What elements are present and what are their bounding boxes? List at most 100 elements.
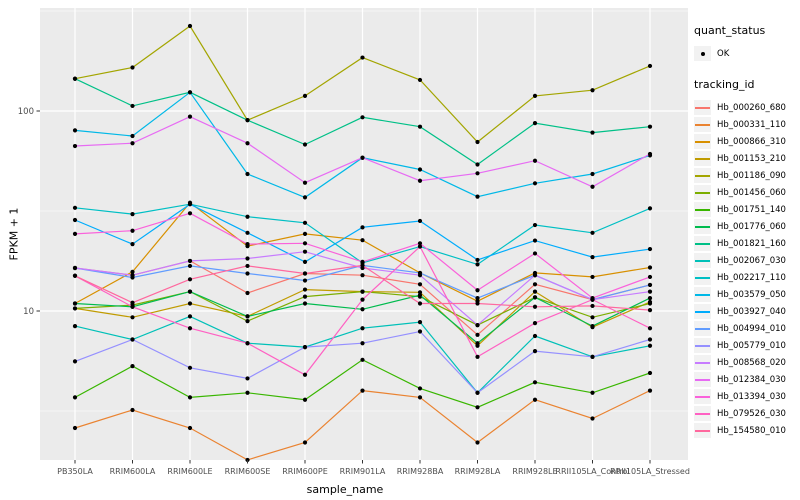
- data-point: [475, 341, 480, 346]
- data-point: [302, 301, 308, 306]
- data-point: [360, 326, 365, 331]
- plot-area: PB350LA RRIM600LA RRIM600LE RRIM600SE RRIM60…: [8, 8, 690, 496]
- legend-line-icon: [695, 361, 710, 364]
- legend-item: Hb_000866_310: [694, 133, 800, 150]
- data-point: [532, 158, 538, 163]
- legend-item: Hb_012384_030: [694, 371, 800, 388]
- legend-key-swatch: [694, 389, 711, 404]
- legend-key-swatch: [694, 406, 711, 421]
- legend-tracking-id-title: tracking_id: [694, 78, 755, 91]
- data-point: [647, 63, 653, 69]
- legend-item: Hb_001821_160: [694, 235, 800, 252]
- data-point: [360, 273, 365, 278]
- legend-item-label: Hb_001821_160: [717, 238, 786, 249]
- legend-item-label: Hb_079526_030: [717, 408, 786, 419]
- x-tick-label: RRIM600PE: [282, 467, 328, 476]
- data-point: [647, 296, 653, 301]
- data-point: [360, 307, 365, 312]
- data-point: [130, 364, 135, 369]
- data-point: [532, 333, 538, 339]
- data-point: [187, 90, 193, 95]
- data-point: [590, 274, 595, 280]
- legend-line-icon: [695, 344, 710, 347]
- data-point: [590, 254, 595, 260]
- data-point: [532, 93, 538, 98]
- data-point: [417, 273, 423, 278]
- data-point: [302, 231, 308, 236]
- legend-line-icon: [695, 259, 710, 262]
- data-point: [532, 120, 538, 126]
- data-point: [590, 130, 595, 135]
- data-point: [647, 124, 653, 129]
- data-point: [72, 205, 78, 210]
- legend-line-icon: [695, 208, 710, 211]
- data-point: [130, 212, 135, 217]
- data-point: [187, 289, 193, 294]
- data-point: [245, 256, 250, 261]
- data-point: [187, 301, 193, 306]
- data-point: [245, 390, 250, 395]
- data-point: [532, 251, 538, 256]
- legend-item-label: Hb_001153_210: [717, 153, 786, 164]
- data-point: [590, 230, 595, 235]
- legend-line-icon: [695, 123, 710, 126]
- data-point: [245, 263, 250, 269]
- legend-item: Hb_004994_010: [694, 320, 800, 337]
- legend-line-icon: [695, 293, 710, 296]
- data-point: [72, 128, 78, 133]
- data-point: [590, 303, 595, 309]
- data-point: [187, 114, 193, 119]
- legend-key-swatch: [694, 338, 711, 353]
- data-point: [417, 77, 423, 83]
- legend-item-label: Hb_001186_090: [717, 170, 786, 181]
- data-point: [417, 329, 423, 334]
- legend-item-label: Hb_154580_010: [717, 425, 786, 436]
- data-point: [187, 395, 193, 400]
- legend-item: Hb_002067_030: [694, 252, 800, 269]
- legend-key-swatch: [694, 372, 711, 387]
- legend-item: Hb_003579_050: [694, 286, 800, 303]
- data-point: [647, 343, 653, 348]
- data-point: [590, 88, 595, 93]
- legend-item-label: Hb_002067_030: [717, 255, 786, 266]
- data-point: [302, 287, 308, 292]
- data-point: [590, 184, 595, 189]
- legend-item: Hb_154580_010: [694, 422, 800, 439]
- data-point: [590, 324, 595, 329]
- legend-item-label: Hb_002217_110: [717, 272, 786, 283]
- data-point: [130, 304, 135, 309]
- legend-item-label: Hb_005779_010: [717, 340, 786, 351]
- data-point: [187, 277, 193, 282]
- legend-key-swatch: [694, 355, 711, 370]
- data-point: [532, 289, 538, 294]
- y-tick-label: 10: [23, 307, 34, 317]
- data-point: [475, 440, 480, 445]
- data-point: [417, 293, 423, 298]
- data-point: [187, 365, 193, 370]
- data-point: [72, 359, 78, 364]
- legend-item: Hb_000260_680: [694, 99, 800, 116]
- data-point: [475, 332, 480, 337]
- y-tick-label: 100: [18, 107, 34, 117]
- data-point: [532, 304, 538, 309]
- x-tick-label: PB350LA: [57, 467, 93, 476]
- legend-key-swatch: [694, 236, 711, 251]
- data-point: [360, 55, 365, 60]
- data-point: [302, 344, 308, 350]
- data-point: [360, 297, 365, 302]
- legend-key-swatch: [694, 304, 711, 319]
- data-point: [417, 386, 423, 391]
- data-point: [130, 242, 135, 247]
- data-point: [72, 395, 78, 400]
- legend-line-icon: [695, 310, 710, 313]
- legend-key-swatch: [694, 287, 711, 302]
- data-point: [590, 297, 595, 302]
- data-point: [532, 181, 538, 186]
- data-point: [360, 115, 365, 120]
- point-marker-icon: [700, 51, 705, 56]
- data-point: [590, 416, 595, 421]
- data-point: [302, 271, 308, 276]
- legend: quant_status OK tracking_id Hb_000260_68…: [690, 0, 800, 500]
- data-point: [417, 282, 423, 287]
- data-point: [475, 194, 480, 199]
